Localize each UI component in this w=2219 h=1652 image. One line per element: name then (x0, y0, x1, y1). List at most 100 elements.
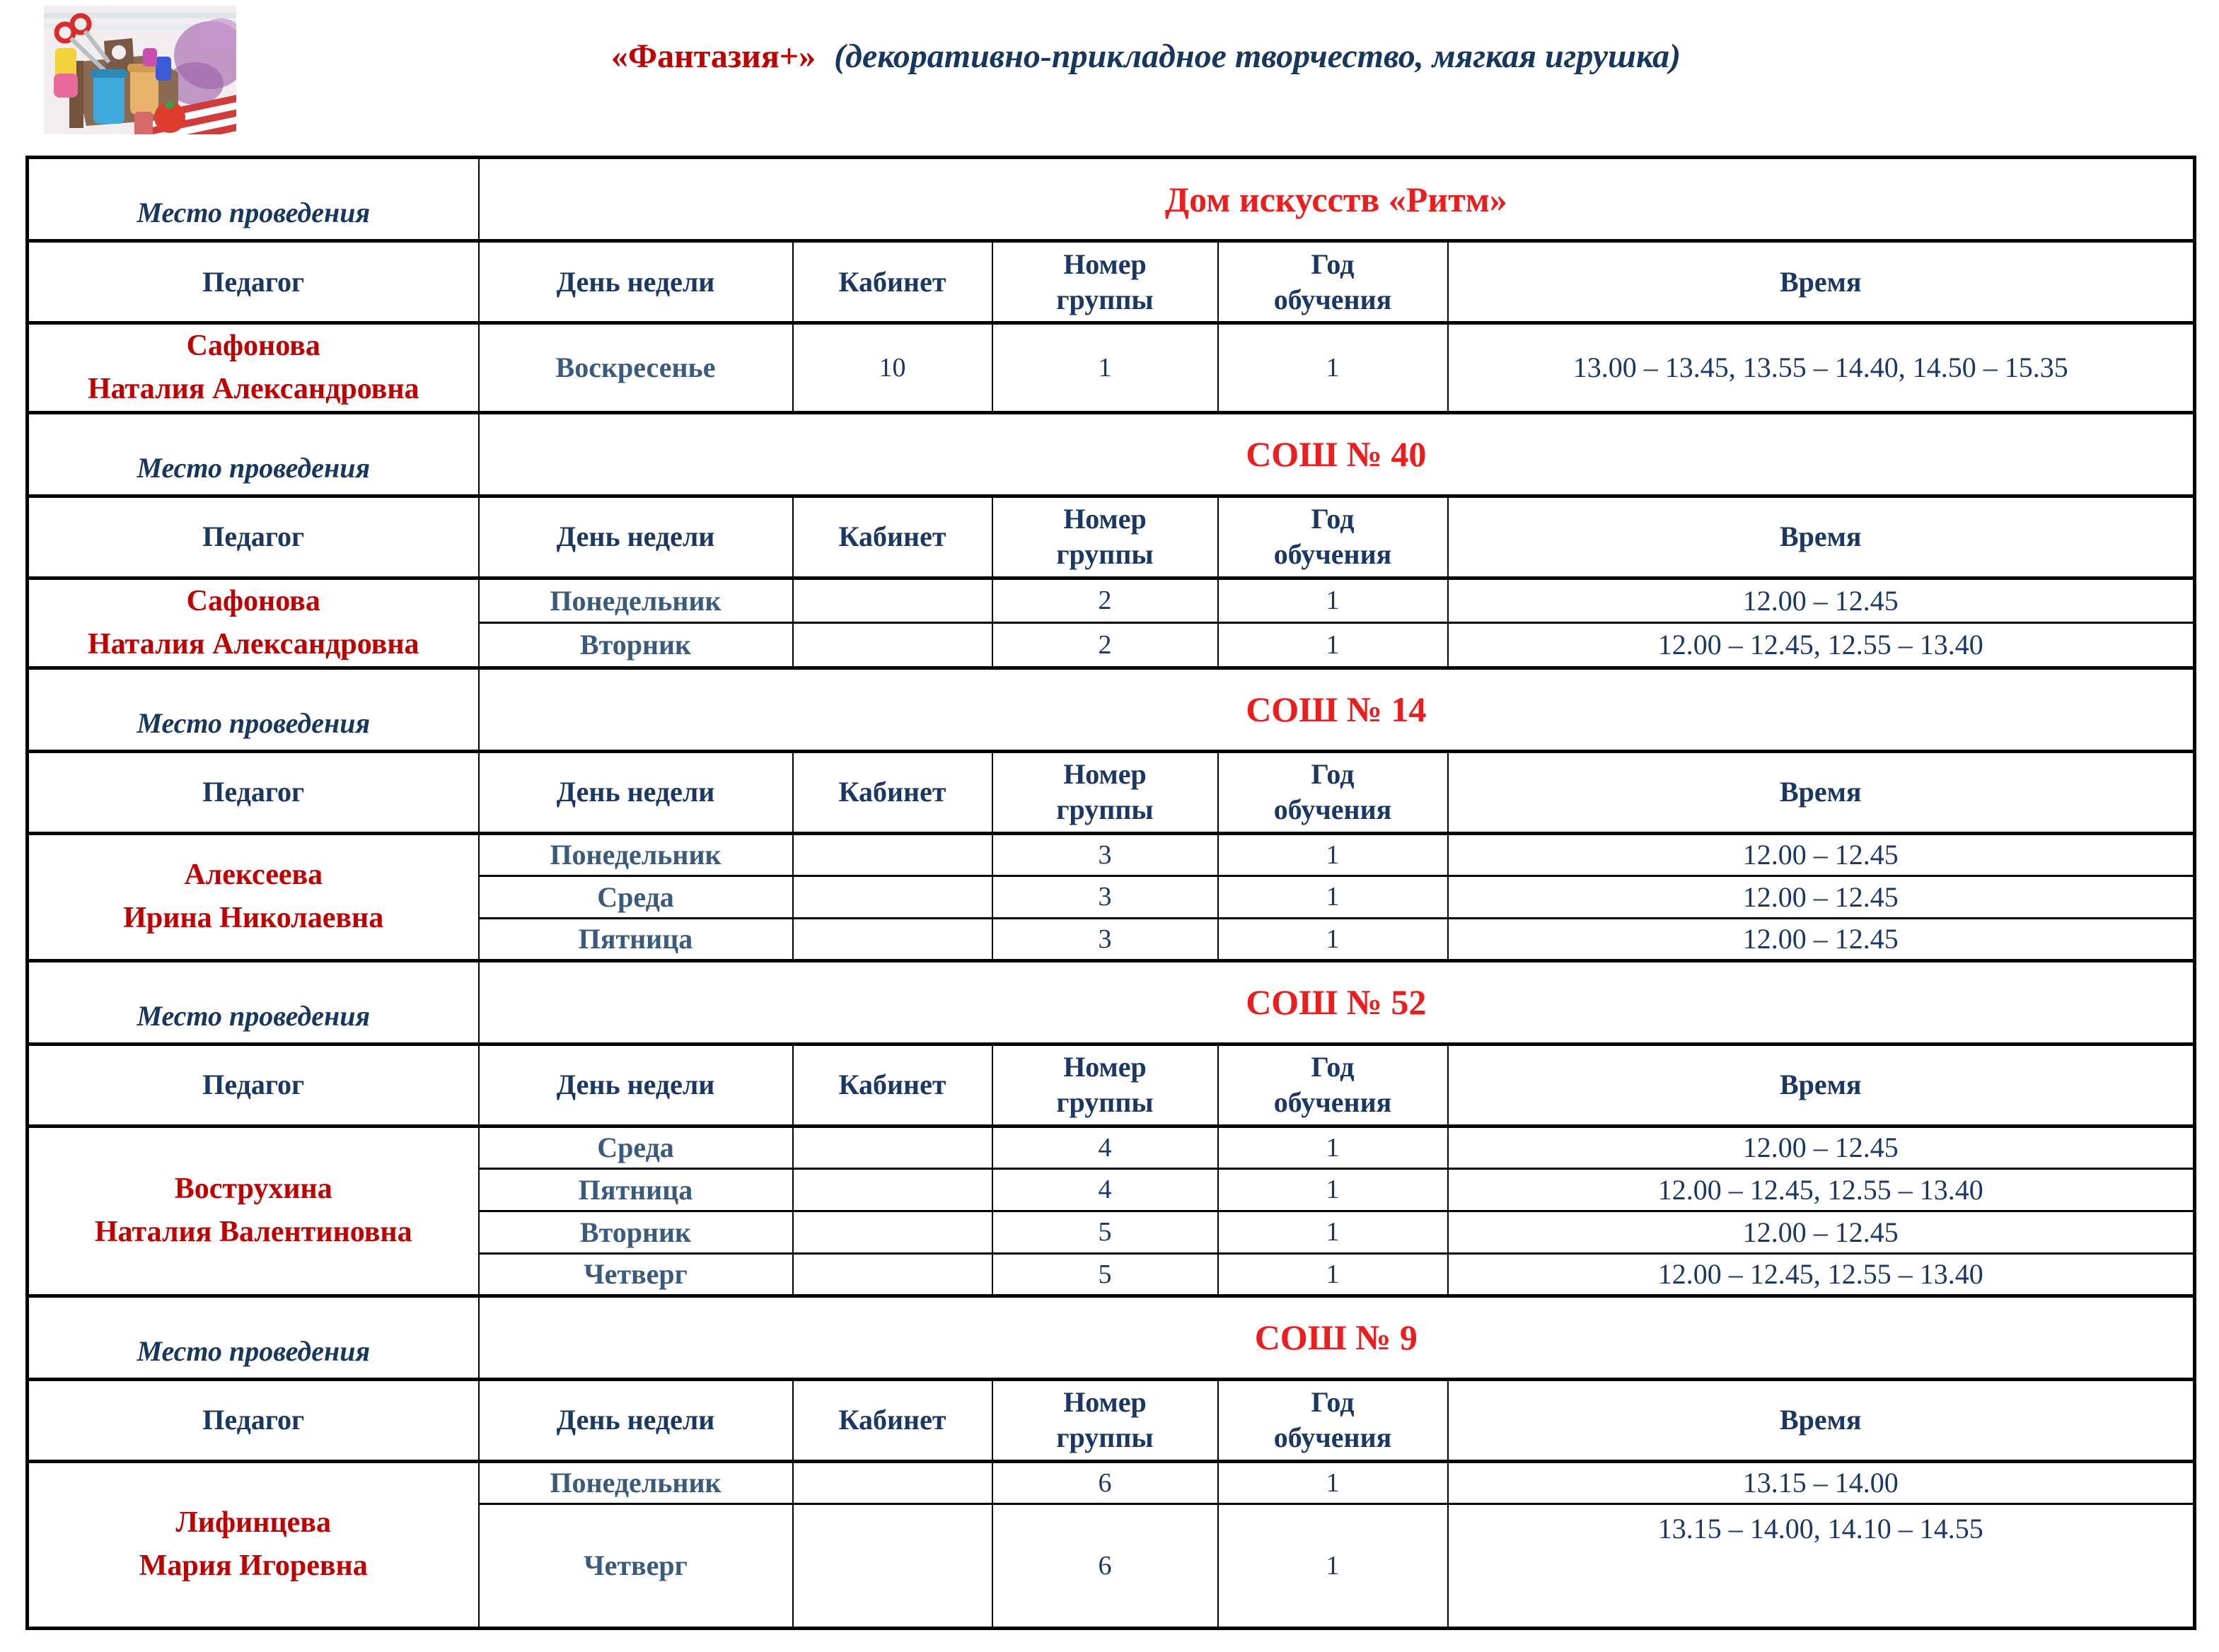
location-label: Место проведения (26, 410, 480, 497)
time-cell: 12.00 – 12.45 (1447, 874, 2196, 919)
col-header-room: Кабинет (792, 239, 993, 325)
year-cell: 1 (1217, 322, 1449, 414)
day-cell: Понедельник (477, 576, 794, 624)
col-header-day: День недели (477, 1042, 794, 1128)
group-cell: 3 (991, 874, 1219, 919)
group-cell: 3 (991, 917, 1219, 962)
year-cell: 1 (1217, 832, 1449, 877)
room-cell (792, 832, 993, 877)
page-title: «Фантазия+» (декоративно-прикладное твор… (241, 28, 2051, 85)
year-cell: 1 (1217, 622, 1449, 669)
craft-photo-illustration (44, 6, 236, 134)
day-cell: Четверг (477, 1252, 794, 1297)
year-cell: 1 (1217, 1252, 1449, 1297)
col-header-day: День недели (477, 1377, 794, 1463)
time-cell: 12.00 – 12.45, 12.55 – 13.40 (1447, 622, 2196, 669)
room-cell (792, 1460, 993, 1505)
day-cell: Вторник (477, 622, 794, 669)
col-header-group: Номер группы (991, 239, 1219, 325)
col-header-year: Год обучения (1217, 494, 1449, 580)
day-cell: Среда (477, 874, 794, 919)
group-cell: 5 (991, 1252, 1219, 1297)
time-cell: 13.15 – 14.00 (1447, 1460, 2196, 1505)
time-cell: 12.00 – 12.45 (1447, 1209, 2196, 1255)
group-cell: 4 (991, 1124, 1219, 1170)
room-cell (792, 1124, 993, 1170)
club-subtitle: (декоративно-прикладное творчество, мягк… (834, 37, 1681, 75)
location-name: СОШ № 14 (477, 665, 2196, 752)
col-header-year: Год обучения (1217, 1377, 1449, 1463)
location-name: СОШ № 52 (477, 958, 2196, 1045)
col-header-group: Номер группы (991, 749, 1219, 835)
col-header-teacher: Педагог (26, 1042, 480, 1128)
location-label: Место проведения (26, 156, 480, 242)
teacher-cell: Алексеева Ирина Николаевна (26, 832, 480, 962)
year-cell: 1 (1217, 1502, 1449, 1629)
col-header-room: Кабинет (792, 1042, 993, 1128)
col-header-time: Время (1447, 494, 2196, 580)
time-cell: 12.00 – 12.45 (1447, 917, 2196, 962)
group-cell: 4 (991, 1167, 1219, 1212)
col-header-day: День недели (477, 749, 794, 835)
day-cell: Пятница (477, 1167, 794, 1212)
room-cell (792, 1167, 993, 1212)
col-header-teacher: Педагог (26, 239, 480, 325)
location-name: СОШ № 9 (477, 1293, 2196, 1380)
group-cell: 2 (991, 576, 1219, 624)
col-header-group: Номер группы (991, 1377, 1219, 1463)
group-cell: 6 (991, 1460, 1219, 1505)
teacher-cell: Сафонова Наталия Александровна (26, 576, 480, 669)
day-cell: Пятница (477, 917, 794, 962)
col-header-time: Время (1447, 1377, 2196, 1463)
col-header-group: Номер группы (991, 494, 1219, 580)
col-header-teacher: Педагог (26, 494, 480, 580)
col-header-room: Кабинет (792, 1377, 993, 1463)
col-header-year: Год обучения (1217, 239, 1449, 325)
craft-supplies-photo (44, 6, 236, 134)
location-name: СОШ № 40 (477, 410, 2196, 497)
col-header-room: Кабинет (792, 749, 993, 835)
day-cell: Четверг (477, 1502, 794, 1629)
col-header-day: День недели (477, 239, 794, 325)
location-name: Дом искусств «Ритм» (477, 156, 2196, 242)
room-cell (792, 1252, 993, 1297)
col-header-room: Кабинет (792, 494, 993, 580)
group-cell: 6 (991, 1502, 1219, 1629)
time-cell: 12.00 – 12.45, 12.55 – 13.40 (1447, 1167, 2196, 1212)
location-label: Место проведения (26, 958, 480, 1045)
room-cell (792, 1209, 993, 1255)
col-header-teacher: Педагог (26, 1377, 480, 1463)
day-cell: Понедельник (477, 1460, 794, 1505)
club-name: «Фантазия+» (610, 37, 816, 75)
year-cell: 1 (1217, 1167, 1449, 1212)
group-cell: 5 (991, 1209, 1219, 1255)
room-cell (792, 576, 993, 624)
col-header-day: День недели (477, 494, 794, 580)
col-header-group: Номер группы (991, 1042, 1219, 1128)
location-label: Место проведения (26, 1293, 480, 1380)
room-cell (792, 622, 993, 669)
year-cell: 1 (1217, 1209, 1449, 1255)
year-cell: 1 (1217, 917, 1449, 962)
col-header-teacher: Педагог (26, 749, 480, 835)
day-cell: Среда (477, 1124, 794, 1170)
time-cell: 12.00 – 12.45 (1447, 832, 2196, 877)
year-cell: 1 (1217, 1124, 1449, 1170)
year-cell: 1 (1217, 1460, 1449, 1505)
time-cell: 12.00 – 12.45, 12.55 – 13.40 (1447, 1252, 2196, 1297)
time-cell: 12.00 – 12.45 (1447, 1124, 2196, 1170)
col-header-year: Год обучения (1217, 1042, 1449, 1128)
group-cell: 1 (991, 322, 1219, 414)
time-cell: 13.15 – 14.00, 14.10 – 14.55 (1447, 1502, 2196, 1629)
year-cell: 1 (1217, 874, 1449, 919)
room-cell (792, 917, 993, 962)
col-header-time: Время (1447, 749, 2196, 835)
day-cell: Вторник (477, 1209, 794, 1255)
col-header-time: Время (1447, 239, 2196, 325)
room-cell (792, 874, 993, 919)
group-cell: 3 (991, 832, 1219, 877)
day-cell: Понедельник (477, 832, 794, 877)
time-cell: 12.00 – 12.45 (1447, 576, 2196, 624)
room-cell: 10 (792, 322, 993, 414)
room-cell (792, 1502, 993, 1629)
